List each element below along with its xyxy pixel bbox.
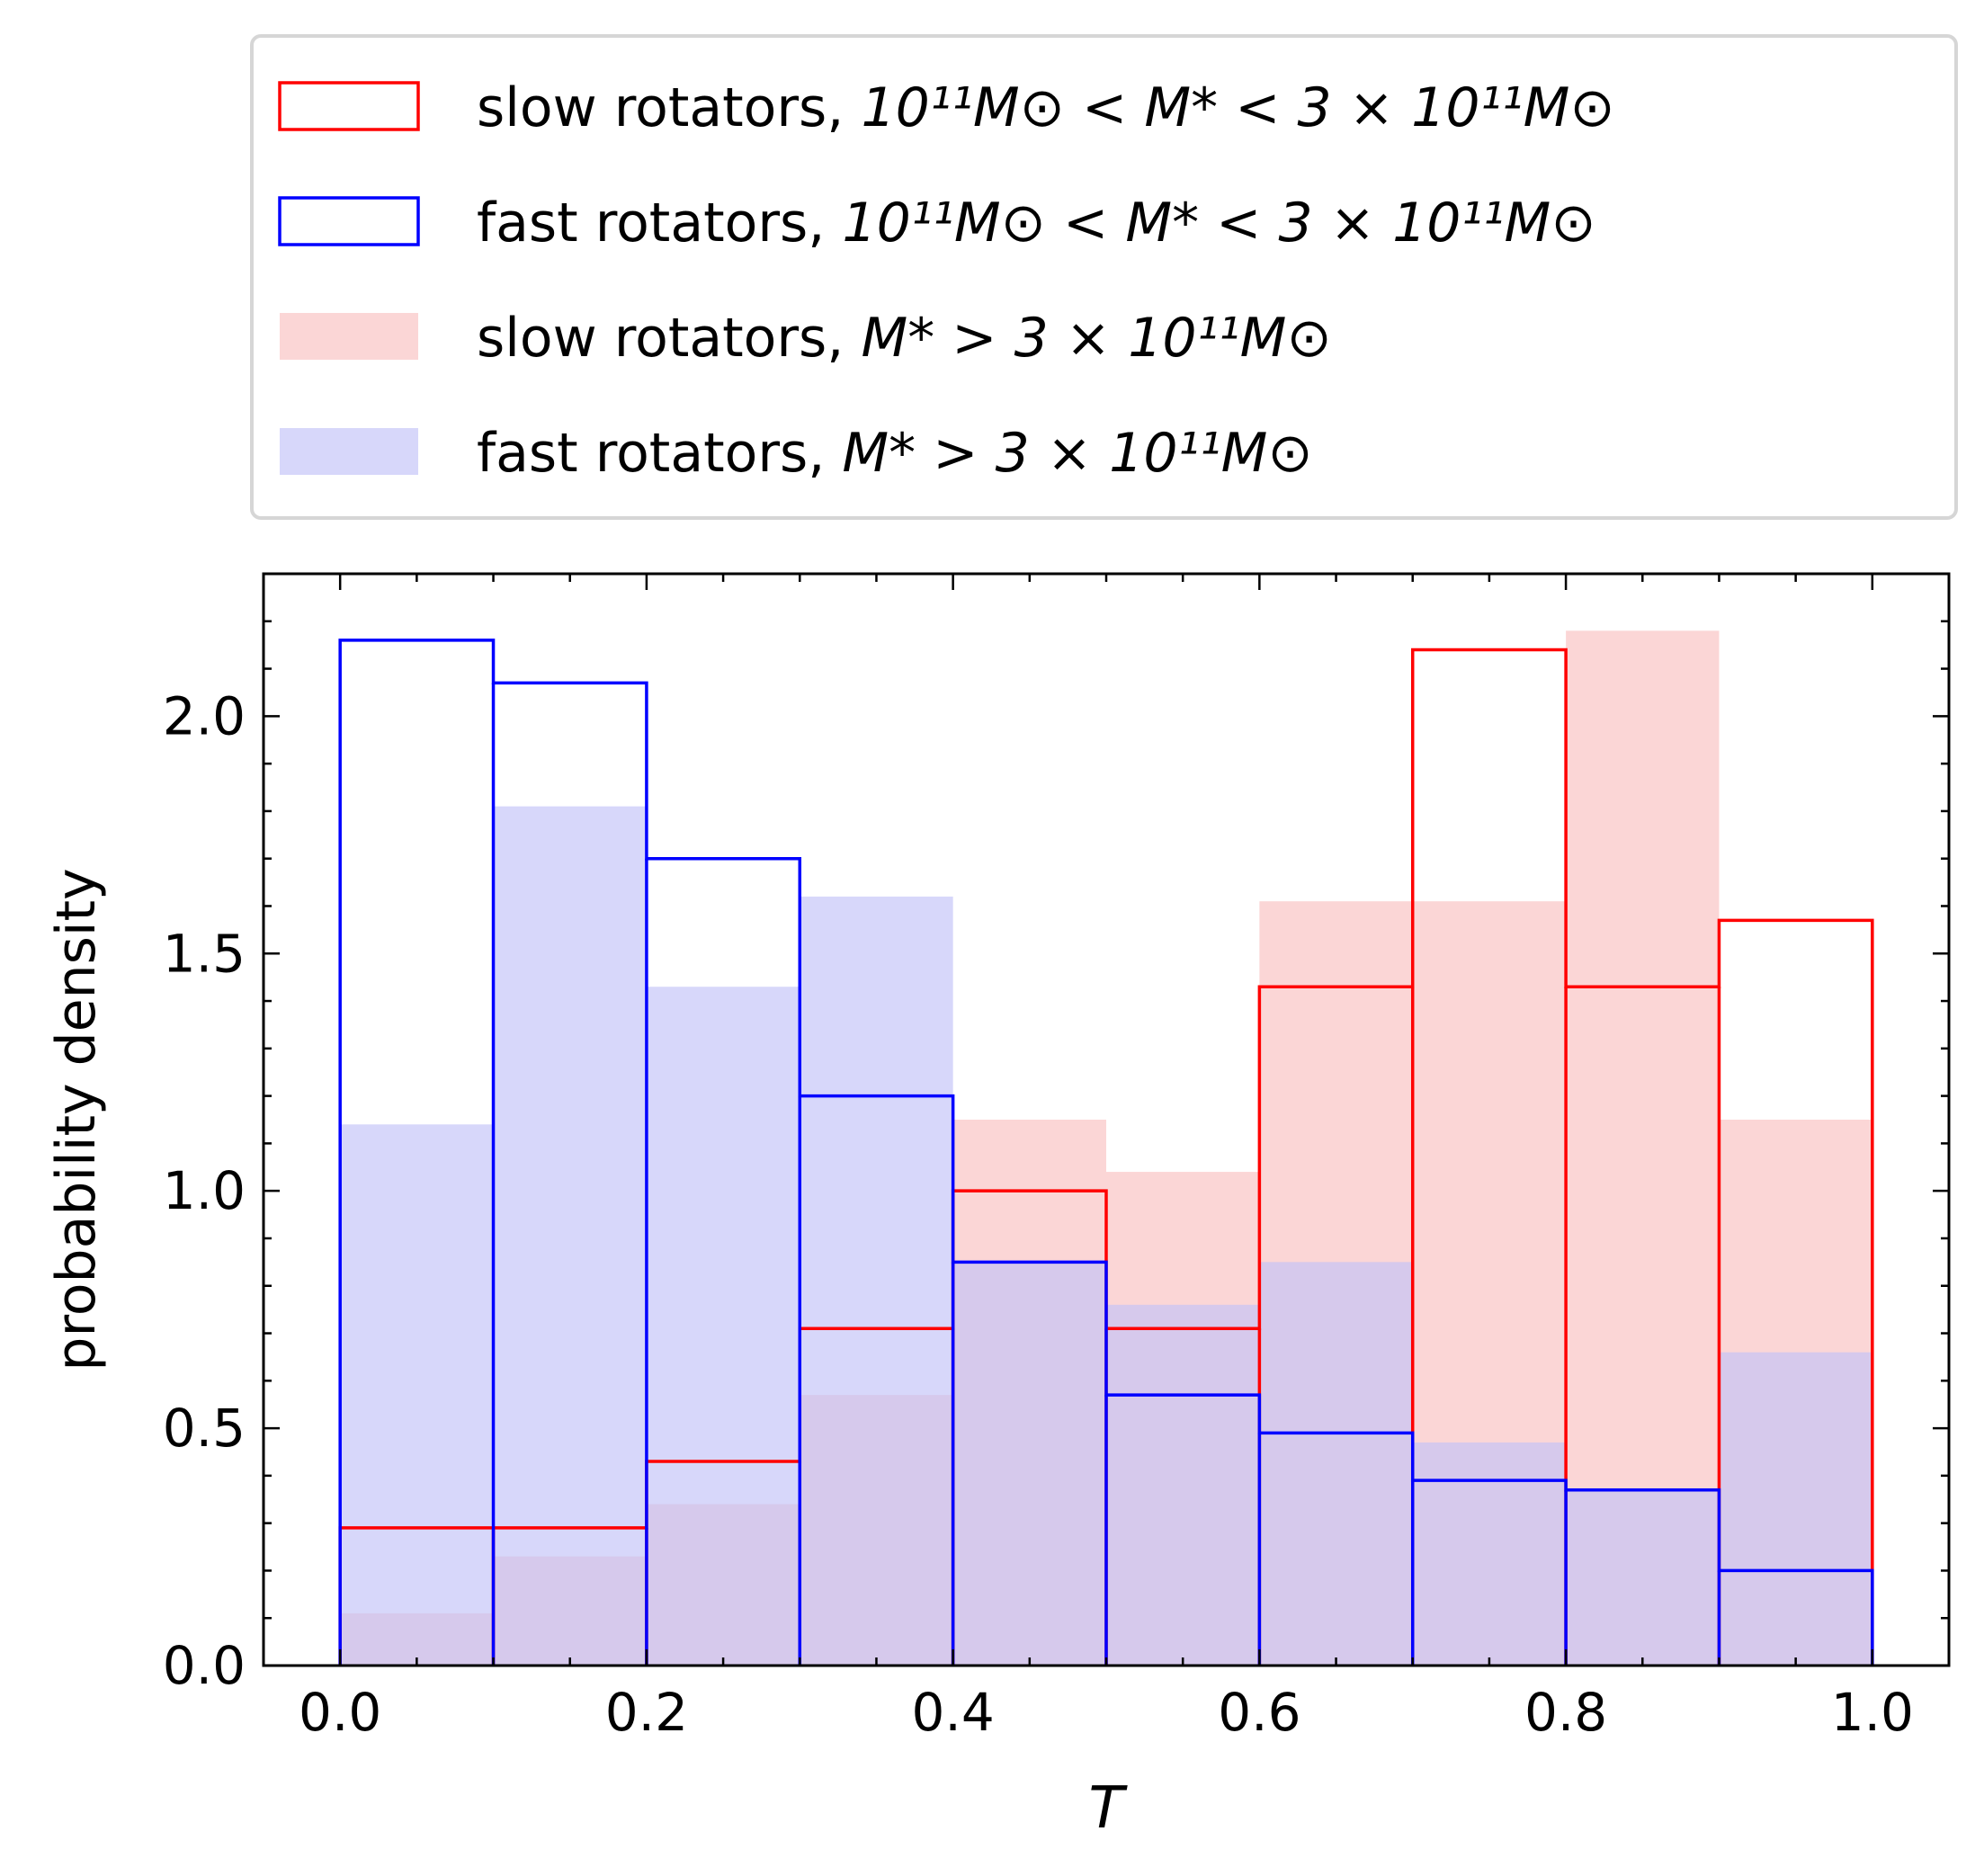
x-tick-label: 0.6	[1218, 1682, 1300, 1743]
y-axis-label: probability density	[45, 868, 108, 1371]
fast-mid-mass-legend-swatch	[278, 196, 420, 246]
fast-high-mass-bar	[1106, 1304, 1260, 1666]
fast-high-mass-bar	[1412, 1442, 1567, 1666]
fast-high-mass-bar	[1259, 1262, 1413, 1666]
step-histograms	[338, 639, 1874, 1666]
tick-labels: 0.0 0.2 0.4 0.6 0.8 1.0 0.0 0.5 1.0 1.5 2.0	[163, 685, 1914, 1743]
fast-high-mass-bar	[800, 896, 953, 1666]
fast-high-mass-legend-swatch	[280, 428, 418, 475]
legend: slow rotators, 10¹¹M⊙ < M* < 3 × 10¹¹M⊙ f…	[250, 34, 1958, 520]
legend-frame	[250, 34, 1958, 520]
slow-mid-mass-legend-swatch	[278, 81, 420, 131]
fast-high-mass-bar	[1566, 1489, 1720, 1666]
plot-area: 0.0 0.2 0.4 0.6 0.8 1.0 0.0 0.5 1.0 1.5 2.0	[163, 572, 1951, 1743]
y-tick-label: 0.5	[163, 1398, 246, 1459]
fast-high-mass-legend-label: fast rotators, M* > 3 × 10¹¹M⊙	[477, 422, 1313, 485]
y-tick-label: 1.5	[163, 923, 246, 984]
slow-mid-mass-legend-label: slow rotators, 10¹¹M⊙ < M* < 3 × 10¹¹M⊙	[477, 76, 1615, 139]
fast-high-mass-bar	[340, 1124, 494, 1666]
x-tick-label: 0.0	[299, 1682, 381, 1743]
x-tick-label: 1.0	[1831, 1682, 1914, 1743]
plot-frame	[262, 572, 1951, 1667]
fast-high-mass-bar	[1719, 1352, 1872, 1666]
y-tick-label: 2.0	[163, 685, 246, 746]
fast-high-mass-bar	[646, 987, 800, 1666]
x-tick-label: 0.2	[605, 1682, 688, 1743]
x-tick-label: 0.8	[1524, 1682, 1607, 1743]
x-axis-label: T	[1088, 1775, 1128, 1842]
y-tick-label: 0.0	[163, 1635, 246, 1696]
fast-high-mass-bar	[952, 1262, 1106, 1666]
axis-ticks	[262, 574, 1951, 1667]
slow-high-mass-legend-label: slow rotators, M* > 3 × 10¹¹M⊙	[477, 307, 1332, 370]
y-tick-label: 1.0	[163, 1160, 246, 1221]
x-tick-label: 0.4	[912, 1682, 995, 1743]
filled-histograms	[340, 630, 1872, 1666]
fast-mid-mass-legend-label: fast rotators, 10¹¹M⊙ < M* < 3 × 10¹¹M⊙	[477, 192, 1596, 255]
slow-high-mass-legend-swatch	[280, 313, 418, 360]
fast-high-mass-bar	[493, 806, 647, 1666]
fast-mid-mass-outline	[338, 639, 1874, 1666]
